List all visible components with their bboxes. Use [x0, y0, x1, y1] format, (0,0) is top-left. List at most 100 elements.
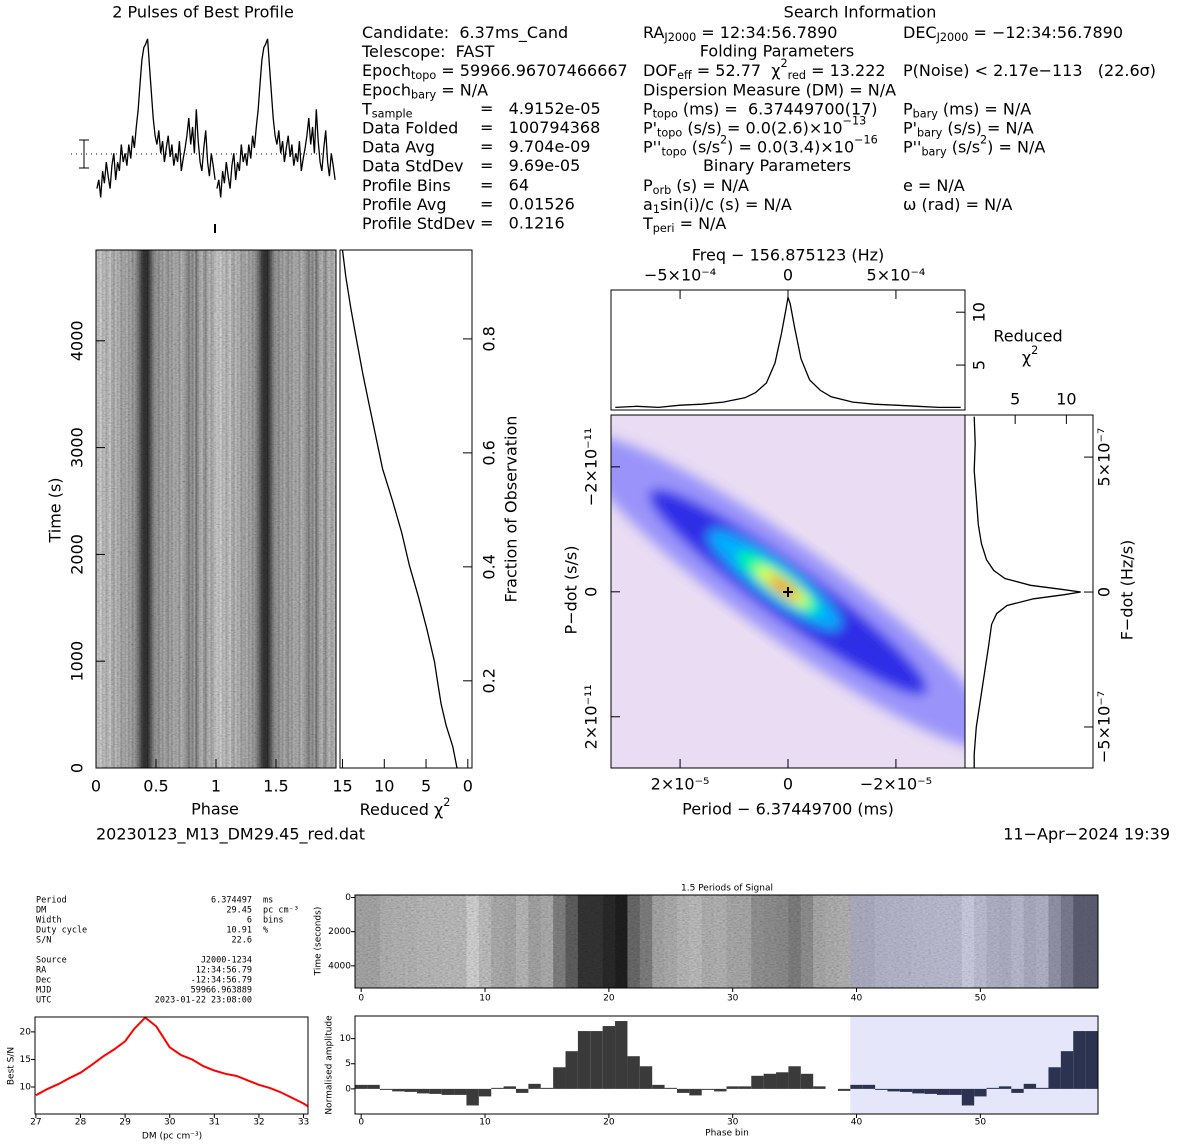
- info-text: Profile Bins: [362, 175, 451, 194]
- y-tick-label: 10: [970, 302, 989, 322]
- axes-frame: [354, 894, 1099, 989]
- text-part: 2: [720, 134, 727, 147]
- param-name: Dec: [36, 976, 51, 986]
- bar: [763, 1073, 777, 1089]
- x-tick-label: 10: [374, 777, 394, 796]
- noise-texture: [355, 895, 1098, 988]
- y-tick-label: 15: [20, 1055, 31, 1065]
- info-panel: 2 Pulses of Best Profile Search Informat…: [96, 3, 1170, 845]
- param-name: MJD: [36, 986, 51, 996]
- text-part: Profile StdDev: [362, 214, 475, 233]
- y-axis-label: χ2: [1022, 344, 1038, 367]
- y-axis-label: Reduced: [993, 327, 1062, 346]
- info-text: Ptopo (ms) = 6.37449700(17): [643, 99, 878, 121]
- y-tick-label: 5×10⁻⁷: [1095, 428, 1114, 487]
- y-tick-label: 0: [345, 893, 351, 903]
- info-text: Data Avg: [362, 137, 435, 156]
- x-axis-label: Period − 6.37449700 (ms): [682, 800, 894, 819]
- bar: [1036, 1087, 1049, 1089]
- x-tick-label: 31: [209, 1118, 220, 1128]
- param-value: 2023-01-22 23:08:00: [155, 996, 252, 1006]
- axes-frame: [34, 1016, 309, 1115]
- info-text: e = N/A: [903, 175, 965, 194]
- bar: [714, 1088, 727, 1092]
- profile-title: 2 Pulses of Best Profile: [112, 3, 294, 22]
- x-tick-label: 5: [421, 777, 431, 796]
- text-part: eff: [677, 69, 692, 82]
- info-text: Reduced χ2: [360, 796, 451, 819]
- bar: [553, 1067, 566, 1089]
- text-part: P: [643, 175, 653, 194]
- bar: [924, 1088, 938, 1094]
- x-tick-label: 0: [783, 775, 793, 794]
- info-value: = 9.704e-09: [480, 137, 590, 156]
- x-tick-label: 0: [783, 266, 793, 285]
- y-tick-label: 0.8: [480, 326, 499, 351]
- candidate-table: Period 6.374497 ms DM 29.45 pc cm⁻³ Width 6 bins…: [36, 896, 299, 1006]
- text-part: bary: [921, 146, 947, 159]
- info-text: Tsample: [361, 99, 413, 121]
- chart-title: Freq − 156.875123 (Hz): [692, 246, 885, 265]
- info-text: Porb (s) = N/A: [643, 175, 749, 197]
- text-part: bary: [917, 127, 943, 140]
- param-value: 22.6: [232, 936, 252, 946]
- text-part: = 12:34:56.7890: [696, 23, 837, 42]
- param-name: Source: [36, 956, 67, 966]
- info-text: P''topo (s/s2) = 0.0(3.4)×10−16: [643, 134, 878, 159]
- text-part: (s/s) = 0.0(2.6)×10: [682, 118, 842, 137]
- text-part: = N/A: [674, 214, 726, 233]
- param-value: J2000-1234: [201, 956, 252, 966]
- text-part: J2000: [936, 31, 969, 44]
- param-name: Period: [36, 896, 67, 906]
- y-tick-label: 0.6: [480, 440, 499, 465]
- y-tick-label: 0: [68, 763, 87, 773]
- bar: [1011, 1088, 1024, 1093]
- info-text: Profile Avg: [362, 194, 446, 213]
- text-part: 1: [653, 203, 660, 216]
- info-text: Data Folded: [362, 118, 458, 137]
- data-line: [615, 294, 961, 409]
- text-part: = N/A: [436, 80, 488, 99]
- bar: [813, 1086, 826, 1089]
- text-part: J2000: [663, 31, 696, 44]
- bar: [701, 1088, 715, 1090]
- axes-frame: [354, 1015, 1099, 1115]
- info-text: DOFeff = 52.77 χ2red = 13.222: [643, 57, 886, 82]
- bar: [503, 1086, 516, 1089]
- bar: [862, 1084, 876, 1089]
- text-part: bary: [411, 88, 437, 101]
- text-part: T: [361, 99, 372, 118]
- text-part: topo: [411, 69, 436, 82]
- text-part: P: [643, 99, 653, 118]
- text-part: (ms) = N/A: [938, 99, 1031, 118]
- bar: [887, 1088, 900, 1092]
- bar: [1048, 1067, 1061, 1089]
- x-tick-label: 32: [253, 1118, 264, 1128]
- info-text: Pbary (ms) = N/A: [903, 99, 1031, 121]
- text-part: RA: [643, 23, 664, 42]
- text-part: red: [788, 69, 806, 82]
- error-bar: [79, 139, 89, 169]
- bar: [577, 1031, 591, 1089]
- x-tick-label: 0: [358, 1118, 364, 1128]
- x-tick-label: 20: [603, 1118, 615, 1128]
- y-axis-label: P−dot (s/s): [562, 546, 581, 635]
- info-text: DECJ2000 = −12:34:56.7890: [903, 23, 1123, 45]
- bar: [429, 1088, 442, 1094]
- text-part: Telescope: FAST: [361, 42, 495, 61]
- x-tick-label: 30: [727, 1118, 739, 1128]
- text-part: a: [643, 194, 653, 213]
- y-tick-label: 3000: [68, 427, 87, 468]
- param-name: DM: [36, 906, 46, 916]
- text-part: topo: [653, 107, 678, 120]
- y-tick-label: −5×10⁻⁷: [1095, 691, 1114, 763]
- info-value: = 100794368: [480, 118, 600, 137]
- text-part: Candidate: 6.37ms_Cand: [362, 23, 568, 43]
- bar: [1023, 1083, 1037, 1089]
- y-tick-label: 10: [340, 1034, 352, 1044]
- x-tick-label: 15: [332, 777, 352, 796]
- param-value: -12:34:56.79: [191, 976, 252, 986]
- bar: [590, 1031, 603, 1089]
- bar: [998, 1086, 1012, 1089]
